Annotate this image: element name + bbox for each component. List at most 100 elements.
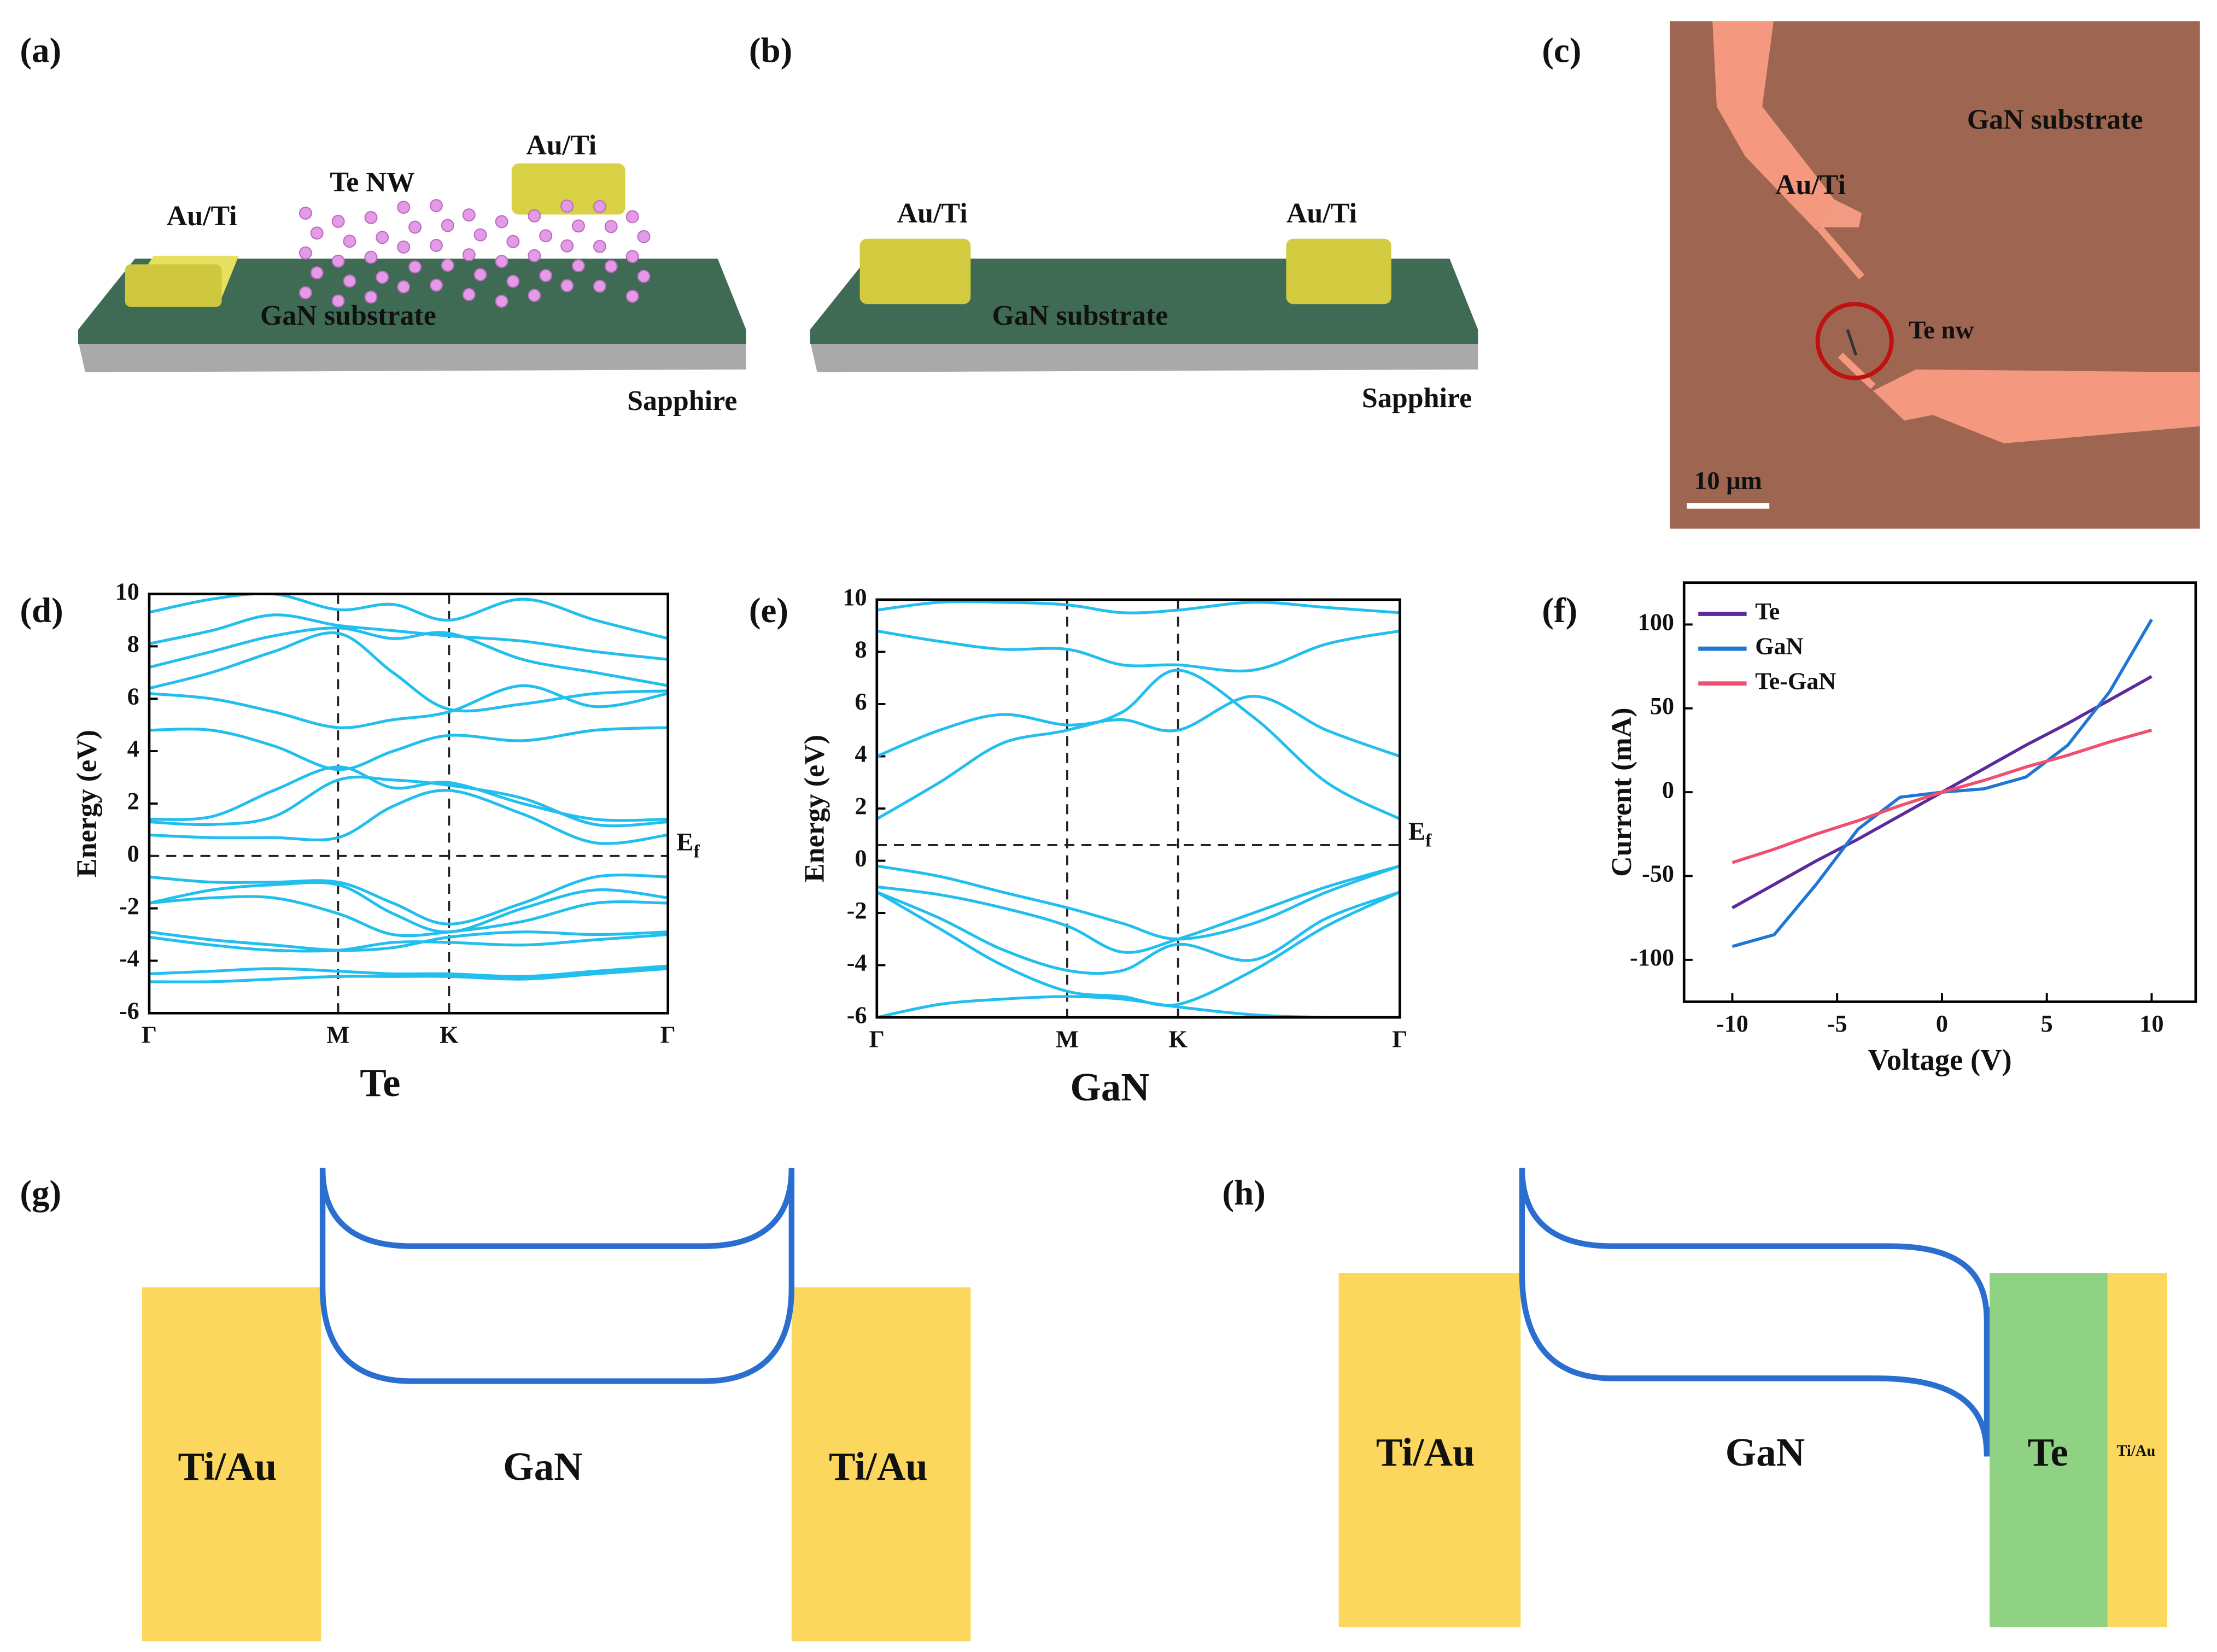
electrode-finger — [1816, 225, 1865, 280]
tellurium — [1990, 1273, 2108, 1627]
atom — [331, 214, 345, 228]
atom — [331, 254, 345, 268]
plot-frame — [875, 598, 1401, 1019]
legend-label: Te — [1755, 598, 1780, 625]
x-tick-label: Γ — [869, 1026, 885, 1052]
x-tick-label: M — [1056, 1026, 1079, 1052]
atom — [462, 248, 476, 261]
y-tick-label: 2 — [855, 793, 867, 819]
atom — [462, 208, 476, 222]
series-line — [149, 613, 668, 661]
atom — [571, 219, 585, 233]
atom — [473, 268, 487, 282]
fermi-label: Ef — [1408, 817, 1432, 851]
series-line — [149, 684, 668, 729]
y-axis-label: Current (mA) — [1606, 707, 1637, 876]
atom — [408, 220, 422, 234]
label: Te NW — [330, 167, 414, 198]
atom — [528, 289, 541, 302]
label: Ti/Au — [2116, 1443, 2155, 1460]
y-tick-label: -100 — [1630, 944, 1674, 971]
atom — [625, 210, 639, 224]
label: Te — [2028, 1430, 2068, 1474]
band-edge — [319, 1168, 795, 1384]
sapphire — [78, 341, 746, 373]
panel-label: (h) — [1222, 1174, 1265, 1213]
electrode-trace — [1712, 21, 1836, 231]
y-tick-label: 0 — [1662, 776, 1674, 803]
electrode-trace — [1873, 369, 2200, 443]
y-tick-label: 2 — [127, 788, 139, 815]
atom — [473, 228, 487, 242]
series-line — [876, 695, 1400, 758]
y-tick-label: -6 — [847, 1001, 867, 1028]
series-line — [149, 967, 668, 983]
atom — [430, 238, 443, 252]
x-tick-label: -5 — [1827, 1010, 1847, 1037]
atom — [495, 215, 508, 229]
fermi-subscript: f — [1425, 830, 1432, 851]
metal — [142, 1287, 321, 1642]
y-tick-label: 100 — [1638, 609, 1674, 636]
atom — [299, 286, 312, 300]
y-tick-label: 8 — [855, 636, 867, 663]
series-line — [149, 933, 668, 953]
x-axis-label: Voltage (V) — [1868, 1043, 2011, 1076]
atom — [310, 266, 324, 280]
atom — [506, 235, 520, 248]
series-line — [876, 864, 1400, 941]
fermi-subscript: f — [694, 841, 700, 862]
atom — [376, 231, 389, 244]
series-line — [876, 629, 1400, 673]
electrode — [125, 264, 222, 307]
fermi-label: Ef — [676, 828, 700, 862]
atom — [560, 200, 574, 213]
series-line — [149, 930, 668, 952]
y-tick-label: -4 — [847, 950, 867, 976]
atom — [299, 206, 312, 220]
label: Sapphire — [627, 385, 737, 417]
atom — [637, 230, 651, 243]
nanowire — [1846, 329, 1858, 356]
label: Sapphire — [1362, 383, 1472, 414]
y-tick-label: 50 — [1650, 693, 1674, 719]
atom — [625, 250, 639, 263]
electrode — [1286, 238, 1391, 304]
atom — [397, 241, 411, 254]
x-tick-label: 10 — [2139, 1010, 2163, 1037]
y-tick-label: 4 — [127, 735, 139, 762]
series-line — [149, 631, 668, 713]
atom — [637, 270, 651, 283]
atom — [430, 199, 443, 213]
electrode — [859, 238, 971, 304]
atom — [625, 290, 639, 303]
atom — [462, 288, 476, 301]
panel-label: (g) — [20, 1174, 61, 1213]
label: Au/Ti — [897, 198, 968, 229]
y-tick-label: -50 — [1642, 860, 1674, 887]
panel-label: (a) — [20, 31, 61, 71]
label: Au/Ti — [526, 130, 596, 161]
scale-label: 10 μm — [1694, 467, 1762, 495]
atom — [604, 220, 618, 233]
y-tick-label: 4 — [855, 741, 867, 768]
label: GaN substrate — [992, 300, 1168, 331]
band-edge — [1519, 1168, 1990, 1457]
atom — [430, 278, 443, 292]
series-line — [1732, 728, 2152, 864]
atom — [495, 295, 508, 308]
label: GaN substrate — [260, 300, 436, 331]
label: Ti/Au — [829, 1444, 928, 1489]
label: Au/Ti — [1286, 198, 1357, 229]
label: Au/Ti — [167, 201, 237, 232]
device-b — [810, 238, 1478, 373]
label: GaN — [503, 1444, 583, 1489]
series-line — [149, 964, 668, 978]
series-line — [876, 600, 1400, 614]
y-tick-label: 6 — [127, 683, 139, 710]
series-line — [876, 864, 1400, 954]
y-axis-label: Energy (eV) — [72, 730, 103, 877]
legend-label: Te-GaN — [1755, 667, 1836, 694]
y-tick-label: 0 — [127, 840, 139, 867]
panel-label: (e) — [749, 591, 788, 630]
